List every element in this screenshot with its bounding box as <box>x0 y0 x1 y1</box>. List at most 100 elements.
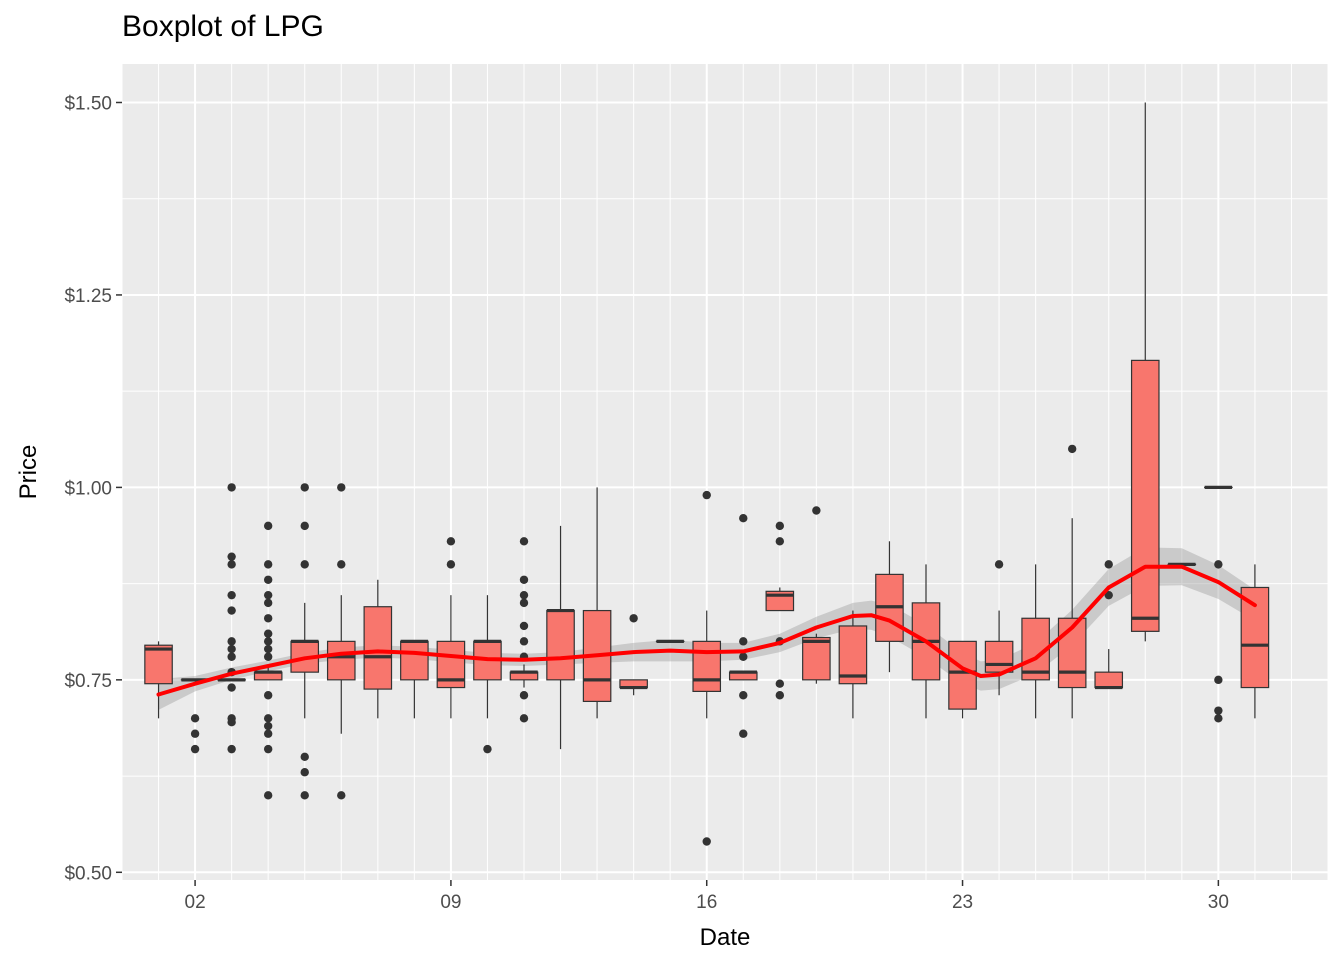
outlier-point <box>519 590 529 600</box>
outlier-point <box>300 560 309 569</box>
outlier-point <box>775 691 785 700</box>
box-day-8 <box>400 639 429 719</box>
box-iqr <box>144 644 173 685</box>
y-tick-label: $1.00 <box>64 478 112 499</box>
outlier-point <box>263 575 273 584</box>
outlier-point <box>263 744 273 754</box>
x-tick-label: 02 <box>185 892 206 913</box>
outlier-point <box>739 652 748 661</box>
outlier-point <box>263 714 273 723</box>
box-iqr <box>692 640 722 692</box>
box-iqr <box>984 640 1014 673</box>
outlier-point <box>300 483 309 492</box>
x-tick-label: 30 <box>1208 892 1229 913</box>
box-day-24 <box>984 560 1014 696</box>
outlier-point <box>263 560 273 569</box>
box-iqr <box>1240 586 1270 689</box>
box-day-4 <box>253 521 283 800</box>
outlier-point <box>775 521 785 531</box>
chart-title: Boxplot of LPG <box>122 10 324 43</box>
outlier-point <box>300 768 309 777</box>
outlier-point <box>300 791 309 800</box>
box-iqr <box>1130 359 1160 632</box>
outlier-point <box>263 729 273 738</box>
outlier-point <box>1214 706 1223 715</box>
outlier-point <box>739 729 748 738</box>
outlier-point <box>1104 590 1113 600</box>
y-tick-label: $1.25 <box>64 286 112 307</box>
axes-layer: 02 09 16 23 30 $0.50 $0.75 $1.00 $1.25 $1.50 <box>64 93 1228 913</box>
outlier-point <box>446 560 456 569</box>
outlier-point <box>337 560 346 569</box>
outlier-point <box>812 506 821 515</box>
box-iqr <box>400 640 429 681</box>
box-day-25 <box>1021 564 1050 719</box>
outlier-point <box>227 637 236 646</box>
outlier-point <box>702 837 711 846</box>
outlier-point <box>300 521 309 531</box>
box-iqr <box>948 640 977 710</box>
outlier-point <box>263 614 273 623</box>
box-day-28 <box>1130 102 1160 642</box>
outlier-point <box>337 483 346 492</box>
outlier-point <box>629 614 638 623</box>
box-day-17 <box>728 513 758 738</box>
box-day-16 <box>692 490 722 846</box>
box-day-6 <box>326 483 356 800</box>
outlier-point <box>519 537 529 546</box>
outlier-point <box>263 598 273 608</box>
confidence-band <box>158 547 1255 710</box>
outlier-point <box>994 560 1004 569</box>
box-day-23 <box>948 640 977 719</box>
outlier-point <box>263 637 273 646</box>
box-iqr <box>546 609 575 681</box>
outlier-point <box>775 537 785 546</box>
box-iqr <box>363 606 393 690</box>
y-tick-label: $0.50 <box>64 863 112 884</box>
outlier-point <box>190 714 200 723</box>
outlier-point <box>519 691 529 700</box>
outlier-point <box>227 552 236 561</box>
outlier-point <box>263 629 273 638</box>
box-day-27 <box>1094 560 1124 690</box>
x-tick-label: 09 <box>440 892 461 913</box>
outlier-point <box>263 691 273 700</box>
outlier-point <box>739 513 748 523</box>
outlier-point <box>519 598 529 608</box>
outlier-point <box>1104 560 1113 569</box>
y-axis-title: Price <box>15 445 42 500</box>
box-iqr <box>802 636 831 681</box>
outlier-point <box>227 744 236 754</box>
outlier-point <box>775 679 785 688</box>
outlier-point <box>263 791 273 800</box>
confidence-band-layer <box>158 547 1255 710</box>
outlier-point <box>337 791 346 800</box>
outlier-point <box>1214 675 1223 685</box>
outlier-point <box>263 521 273 531</box>
outlier-point <box>1067 444 1077 454</box>
outlier-point <box>227 644 236 654</box>
box-day-20 <box>838 610 868 719</box>
outlier-point <box>519 621 529 631</box>
outlier-point <box>519 575 529 584</box>
box-day-12 <box>546 525 575 750</box>
outlier-point <box>190 729 200 738</box>
outlier-point <box>519 714 529 723</box>
outlier-point <box>263 644 273 654</box>
outlier-point <box>227 652 236 661</box>
smooth-line-layer <box>156 564 1257 697</box>
outlier-point <box>227 717 236 727</box>
box-day-26 <box>1057 444 1087 719</box>
box-day-9 <box>436 537 466 719</box>
outlier-point <box>263 652 273 661</box>
outlier-point <box>483 744 492 754</box>
outlier-point <box>227 590 236 600</box>
box-day-1 <box>144 641 173 719</box>
outlier-point <box>519 637 529 646</box>
outlier-point <box>446 537 456 546</box>
outlier-point <box>227 683 236 692</box>
x-tick-label: 23 <box>952 892 973 913</box>
outlier-point <box>227 606 236 615</box>
outlier-point <box>1214 560 1223 569</box>
